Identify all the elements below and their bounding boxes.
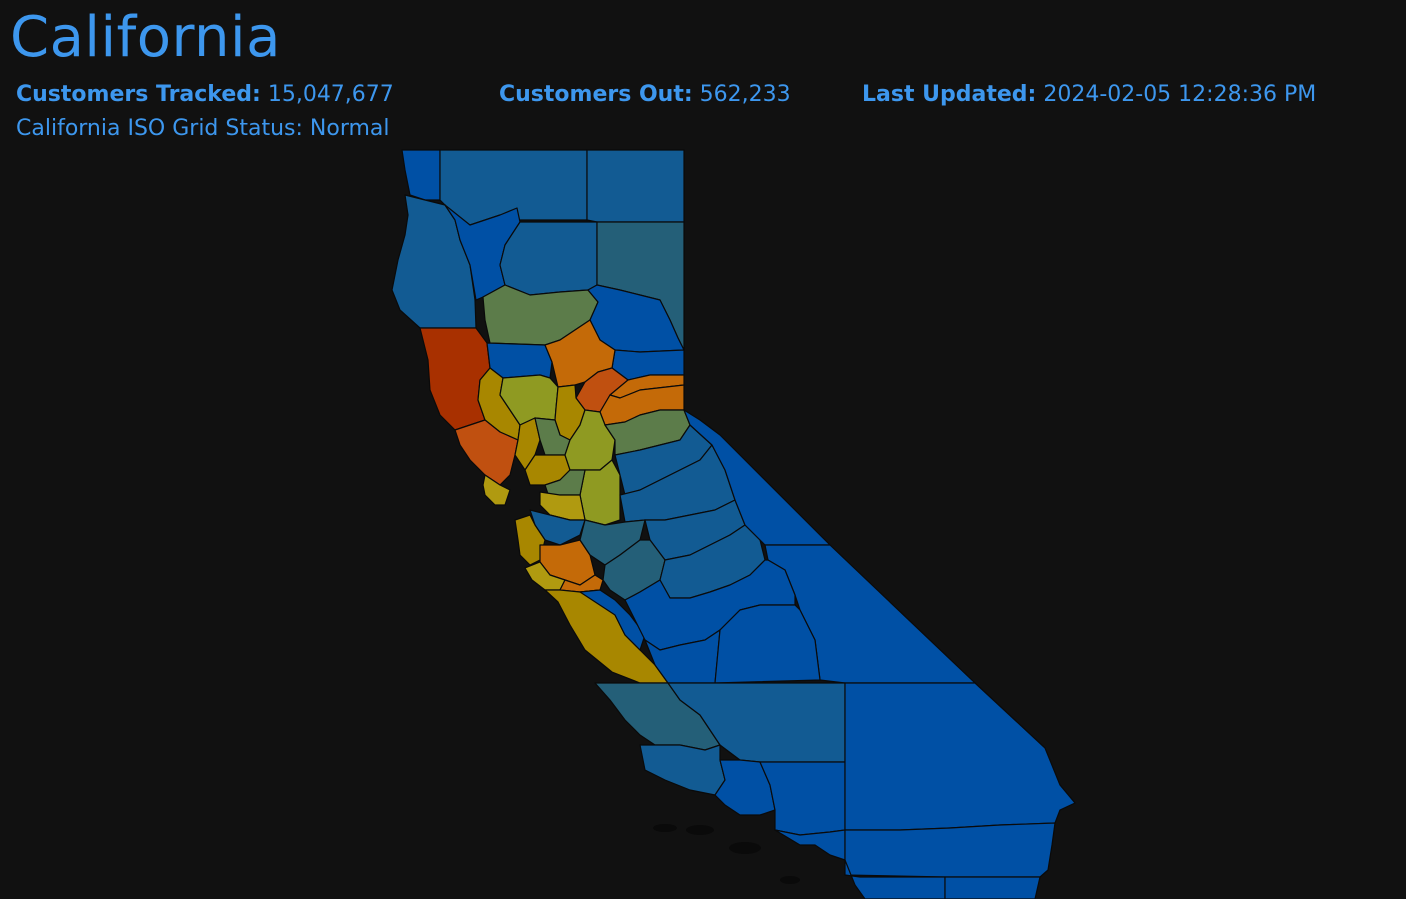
county-region[interactable] [844,822,1056,878]
county-region[interactable] [454,419,519,486]
county-region[interactable] [514,417,541,471]
page-title: California [10,5,281,70]
island-shape [686,825,714,835]
customers-tracked-stat: Customers Tracked: 15,047,677 [16,81,394,109]
county-region[interactable] [639,744,726,796]
grid-status-text: California ISO Grid Status: Normal [16,116,390,141]
last-updated-label: Last Updated: [862,82,1037,107]
customers-tracked-label: Customers Tracked: [16,82,261,107]
county-region[interactable] [419,327,491,431]
island-shape [653,824,677,832]
island-shape [780,876,800,884]
last-updated-stat: Last Updated: 2024-02-05 12:28:36 PM [862,81,1316,109]
county-region[interactable] [944,876,1041,899]
county-region[interactable] [499,221,598,296]
county-region[interactable] [586,149,685,223]
county-region[interactable] [714,759,776,816]
county-region[interactable] [683,409,831,546]
customers-out-value: 562,233 [699,82,791,107]
county-region[interactable] [564,409,616,471]
island-shape [729,842,761,854]
customers-out-stat: Customers Out: 562,233 [499,81,791,109]
county-region[interactable] [401,149,441,201]
customers-out-label: Customers Out: [499,82,693,107]
county-region[interactable] [759,761,846,836]
customers-tracked-value: 15,047,677 [267,82,394,107]
county-region[interactable] [482,474,511,506]
county-region[interactable] [844,682,1076,831]
county-region[interactable] [714,604,821,684]
last-updated-value: 2024-02-05 12:28:36 PM [1043,82,1317,107]
county-region[interactable] [579,459,621,526]
county-region[interactable] [774,829,846,861]
